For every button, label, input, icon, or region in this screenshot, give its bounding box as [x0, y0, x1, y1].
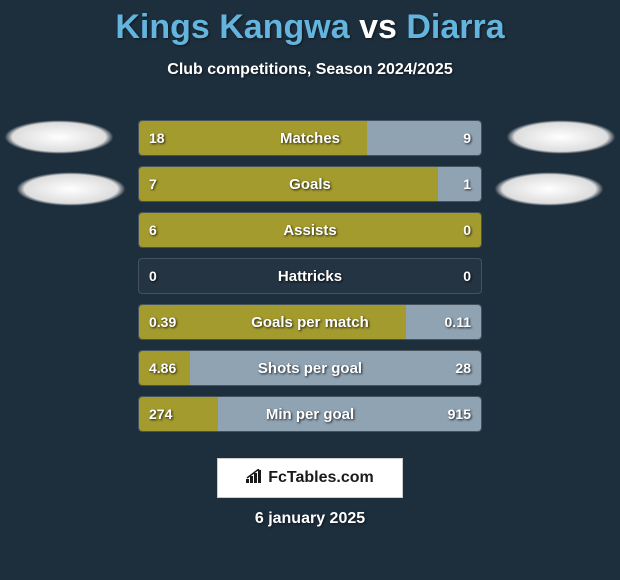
stat-bar-row: 189Matches	[138, 120, 482, 156]
chart-icon	[246, 469, 264, 488]
bars-container: 189Matches 71Goals 60Assists 00Hattricks 0.3…	[138, 120, 482, 442]
stat-bar-row: 274915Min per goal	[138, 396, 482, 432]
comparison-title: Kings Kangwa vs Diarra	[0, 8, 620, 47]
bar-label: Assists	[139, 222, 481, 239]
stat-bar-row: 4.8628Shots per goal	[138, 350, 482, 386]
footer-logo-text: FcTables.com	[268, 469, 374, 487]
club-logo-right-1	[506, 120, 616, 154]
player2-name: Diarra	[406, 8, 504, 46]
club-logo-left-1	[4, 120, 114, 154]
stat-bar-row: 71Goals	[138, 166, 482, 202]
club-logo-right-2	[494, 172, 604, 206]
bar-label: Matches	[139, 130, 481, 147]
bar-label: Min per goal	[139, 406, 481, 423]
player1-name: Kings Kangwa	[115, 8, 349, 46]
stat-bar-row: 0.390.11Goals per match	[138, 304, 482, 340]
bar-label: Goals per match	[139, 314, 481, 331]
vs-text: vs	[359, 8, 397, 46]
club-logo-left-2	[16, 172, 126, 206]
stat-bar-row: 60Assists	[138, 212, 482, 248]
subtitle: Club competitions, Season 2024/2025	[0, 61, 620, 79]
bar-label: Shots per goal	[139, 360, 481, 377]
stat-bar-row: 00Hattricks	[138, 258, 482, 294]
bar-label: Hattricks	[139, 268, 481, 285]
footer-date: 6 january 2025	[0, 510, 620, 528]
bar-label: Goals	[139, 176, 481, 193]
title-container: Kings Kangwa vs Diarra	[0, 0, 620, 47]
footer-logo: FcTables.com	[217, 458, 403, 498]
